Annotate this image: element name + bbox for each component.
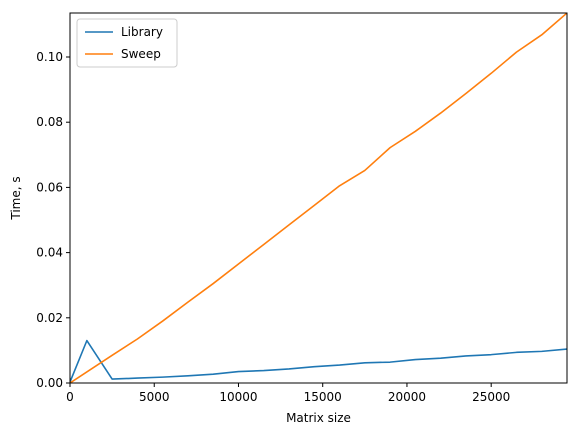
x-tick-label: 10000 [219, 390, 257, 404]
x-axis-label: Matrix size [286, 411, 351, 425]
legend: Library Sweep [76, 18, 178, 68]
series-line-library [70, 339, 567, 383]
legend-label-library: Library [121, 25, 163, 39]
x-tick-label: 15000 [304, 390, 342, 404]
y-axis-label: Time, s [9, 176, 23, 220]
x-tick-label: 5000 [139, 390, 170, 404]
series-line-sweep [70, 13, 567, 383]
plot-lines [70, 13, 567, 383]
axes-frame [69, 12, 568, 384]
x-axis-ticks: 0 5000 10000 15000 20000 25000 [66, 383, 510, 404]
y-tick-label: 0.08 [36, 115, 63, 129]
x-tick-label: 25000 [472, 390, 510, 404]
x-tick-label: 0 [66, 390, 74, 404]
y-axis-ticks: 0.00 0.02 0.04 0.06 0.08 0.10 [36, 50, 70, 390]
y-tick-label: 0.00 [36, 376, 63, 390]
legend-box [76, 18, 178, 68]
x-tick-label: 20000 [388, 390, 426, 404]
y-tick-label: 0.02 [36, 311, 63, 325]
y-tick-label: 0.04 [36, 246, 63, 260]
y-tick-label: 0.10 [36, 50, 63, 64]
legend-label-sweep: Sweep [121, 47, 161, 61]
y-tick-label: 0.06 [36, 180, 63, 194]
